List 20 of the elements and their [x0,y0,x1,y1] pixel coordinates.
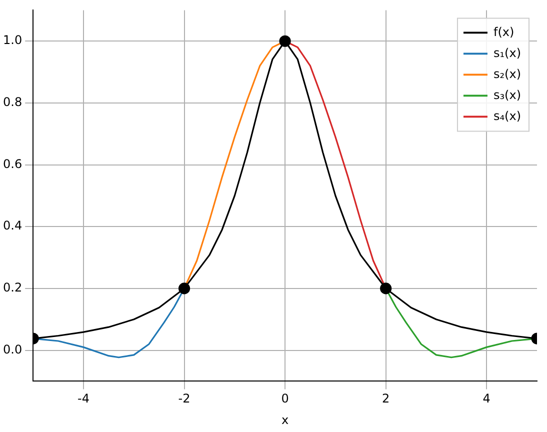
legend-label: s₁(x) [493,46,522,60]
legend-label: s₄(x) [493,108,522,123]
point [380,282,392,294]
y-tick-label: 0.6 [2,156,22,171]
legend-label: f(x) [493,24,514,39]
x-tick-label: -2 [178,392,190,406]
y-tick-label: 0.4 [2,218,22,233]
y-tick-label: 1.0 [2,33,22,48]
point [279,35,291,47]
x-tick-label: 4 [482,392,490,406]
point [178,282,190,294]
x-tick-label: 2 [382,392,390,406]
legend-label: s₃(x) [493,88,522,102]
x-tick-label: 0 [281,392,289,406]
x-tick-label: -4 [77,392,90,406]
legend-label: s₂(x) [493,66,522,81]
y-tick-label: 0.8 [2,95,22,110]
x-axis-title: x [281,412,289,427]
y-tick-label: 0.2 [2,280,22,295]
y-tick-label: 0.0 [2,342,22,356]
